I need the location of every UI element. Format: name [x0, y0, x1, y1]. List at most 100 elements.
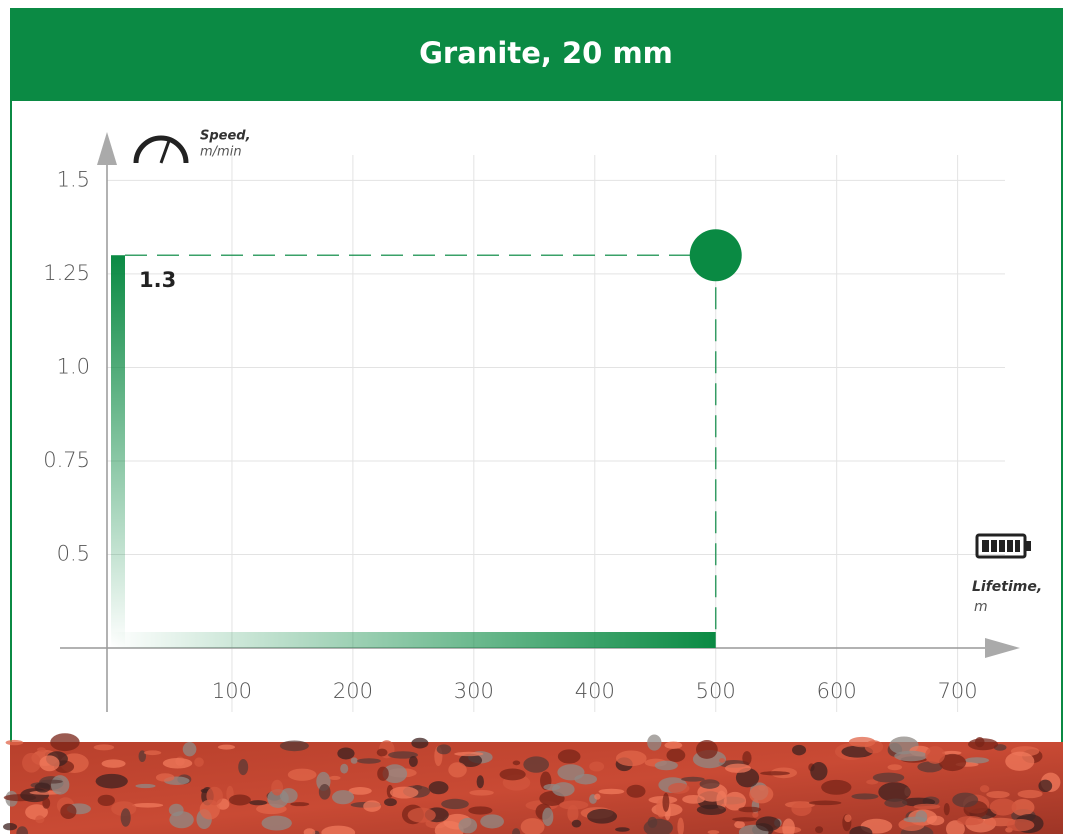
granite-speck [437, 744, 451, 754]
granite-speck [851, 793, 878, 799]
granite-speck [682, 795, 705, 804]
battery-tip [1026, 541, 1031, 551]
granite-speck [337, 747, 354, 759]
granite-speck [408, 808, 436, 823]
granite-speck [390, 787, 418, 799]
granite-speck [409, 756, 418, 767]
granite-speck [1018, 790, 1043, 798]
granite-speck [791, 802, 811, 816]
granite-speck [559, 800, 588, 809]
x-tick-label: 600 [817, 679, 857, 703]
granite-speck [290, 802, 309, 806]
granite-speck [815, 826, 823, 833]
granite-speck [523, 756, 549, 772]
y-axis-unit: m/min [200, 145, 242, 160]
granite-speck [662, 793, 669, 812]
y-axis-arrow [97, 132, 117, 165]
x-tick-label: 300 [454, 679, 494, 703]
granite-image [3, 733, 1063, 834]
granite-speck [572, 820, 582, 828]
granite-speck [574, 774, 597, 785]
granite-speck [666, 749, 685, 762]
granite-speck [738, 807, 761, 813]
granite-speck [480, 814, 504, 828]
granite-speck [903, 817, 926, 823]
granite-speck [357, 758, 381, 763]
granite-speck [144, 750, 161, 755]
x-axis-label: Lifetime, [972, 579, 1042, 595]
granite-speck [363, 800, 381, 811]
granite-speck [377, 767, 389, 781]
x-tick-label: 400 [575, 679, 615, 703]
speed-bar [111, 255, 125, 648]
granite-speck [615, 827, 630, 831]
granite-speck [925, 746, 945, 764]
x-tick-label: 100 [212, 679, 252, 703]
granite-speck [696, 740, 718, 759]
granite-speck [319, 784, 331, 800]
y-tick-label: 1.25 [43, 261, 90, 285]
granite-speck [500, 769, 526, 781]
granite-speck [594, 794, 600, 800]
granite-speck [809, 801, 842, 806]
granite-speck [329, 776, 340, 780]
granite-speck [1005, 752, 1034, 771]
granite-speck [725, 764, 751, 773]
granite-speck [697, 805, 726, 815]
granite-speck [37, 747, 46, 751]
chart: Granite, 20 mm 1.51.251.00.750.510020030… [0, 0, 1075, 834]
granite-speck [35, 815, 44, 823]
granite-speck [169, 804, 184, 816]
granite-speck [792, 745, 806, 755]
granite-speck [377, 749, 388, 757]
granite-speck [849, 737, 876, 747]
granite-speck [60, 804, 76, 819]
granite-speck [914, 804, 941, 810]
granite-speck [132, 803, 163, 808]
granite-speck [719, 758, 725, 763]
granite-speck [448, 762, 466, 777]
granite-speck [752, 812, 758, 818]
granite-speck [681, 777, 705, 782]
lifetime-bar [111, 632, 716, 648]
granite-speck [288, 769, 317, 781]
speed-icon [136, 138, 186, 163]
granite-speck [888, 764, 902, 770]
granite-speck [1038, 780, 1052, 792]
granite-speck [271, 780, 283, 796]
granite-speck [944, 803, 950, 815]
y-tick-label: 1.5 [57, 167, 90, 191]
granite-speck [844, 814, 851, 822]
granite-speck [760, 771, 790, 775]
granite-speck [513, 761, 521, 766]
granite-speck [599, 789, 625, 795]
granite-speck [262, 816, 292, 831]
granite-speck [742, 751, 751, 765]
granite-speck [194, 757, 204, 767]
granite-speck [990, 798, 1017, 815]
granite-speck [441, 799, 469, 809]
granite-speck [351, 757, 358, 763]
x-axis-arrow [985, 638, 1020, 658]
granite-speck [616, 750, 647, 766]
granite-speck [384, 798, 397, 806]
granite-speck [135, 784, 155, 788]
granite-speck [218, 745, 235, 750]
granite-speck [332, 790, 354, 804]
granite-speck [163, 758, 192, 769]
granite-speck [957, 816, 984, 825]
granite-speck [756, 816, 781, 831]
granite-speck [121, 808, 131, 827]
granite-speck [1007, 819, 1035, 831]
granite-speck [280, 740, 309, 751]
granite-speck [732, 817, 757, 821]
granite-speck [50, 733, 79, 751]
granite-speck [873, 773, 904, 783]
granite-speck [558, 749, 581, 763]
value-label: 1.3 [139, 268, 176, 292]
chart-title: Granite, 20 mm [419, 36, 673, 70]
granite-speck [51, 775, 69, 795]
battery-icon [977, 535, 1031, 557]
granite-speck [468, 806, 492, 814]
granite-speck [552, 782, 575, 796]
